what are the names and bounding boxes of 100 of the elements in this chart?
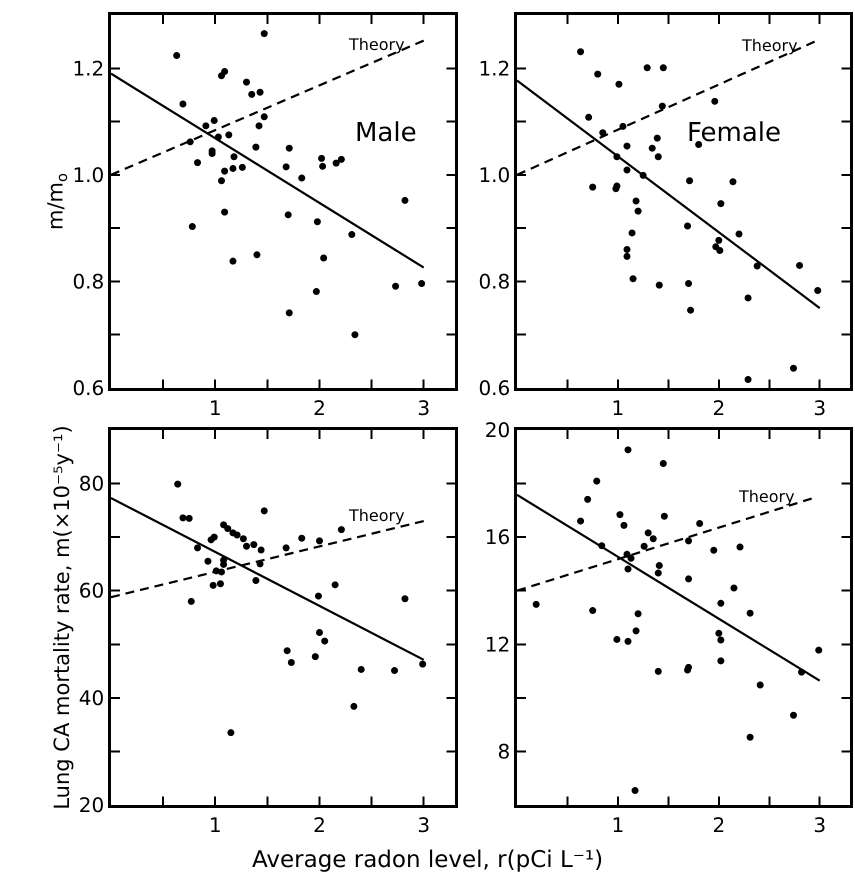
- y-tick-label: 12: [484, 632, 510, 656]
- point: [238, 164, 246, 171]
- point: [746, 610, 754, 617]
- annotation: Female: [687, 118, 782, 148]
- point: [790, 364, 797, 372]
- point: [815, 646, 822, 654]
- point: [248, 90, 256, 98]
- point: [401, 196, 408, 204]
- point: [194, 544, 202, 552]
- point: [252, 144, 260, 151]
- point: [338, 156, 345, 163]
- point: [350, 702, 358, 710]
- annotation: Theory: [348, 506, 405, 525]
- point: [243, 78, 250, 86]
- x-tick-label: 3: [813, 396, 826, 420]
- point: [260, 507, 268, 514]
- point: [660, 512, 668, 520]
- point: [256, 122, 263, 130]
- point: [194, 159, 202, 166]
- point: [620, 522, 628, 529]
- point: [221, 208, 228, 216]
- y-tick-label: 0.6: [478, 376, 510, 400]
- point: [577, 518, 584, 525]
- point: [687, 306, 694, 314]
- point: [656, 562, 663, 570]
- point: [250, 541, 258, 548]
- point: [717, 200, 724, 208]
- x-tick-label: 3: [417, 396, 430, 420]
- point: [316, 537, 323, 544]
- y-tick-label: 0.8: [478, 269, 510, 294]
- x-tick-label: 2: [712, 812, 726, 837]
- point: [736, 230, 742, 238]
- point: [619, 122, 626, 130]
- point: [318, 154, 326, 162]
- point: [286, 144, 293, 152]
- point: [312, 653, 319, 660]
- y-tick-label: 1.0: [72, 162, 104, 187]
- point: [628, 554, 635, 562]
- x-tick-label: 1: [612, 396, 624, 420]
- x-tick-label: 2: [313, 396, 326, 420]
- point: [348, 231, 356, 238]
- point: [288, 659, 295, 666]
- point: [589, 184, 596, 191]
- point: [234, 532, 241, 538]
- point: [730, 584, 738, 592]
- point: [744, 294, 752, 302]
- point: [628, 229, 636, 236]
- point: [685, 280, 692, 288]
- point: [593, 478, 600, 485]
- point: [204, 558, 212, 565]
- x-tick-label: 3: [417, 812, 430, 837]
- point: [616, 511, 624, 518]
- point: [696, 520, 704, 527]
- point: [260, 113, 268, 120]
- point: [210, 582, 217, 589]
- annotation: Theory: [738, 487, 795, 506]
- y-tick-label: 1.2: [478, 56, 510, 80]
- y-tick-label: 16: [484, 525, 510, 550]
- point: [240, 535, 247, 542]
- point: [314, 592, 322, 600]
- point: [654, 153, 662, 160]
- point: [286, 309, 293, 316]
- point: [814, 286, 822, 294]
- y-tick-label: 0.6: [72, 376, 104, 400]
- point: [419, 660, 426, 668]
- point: [746, 734, 754, 741]
- point: [210, 534, 218, 541]
- point: [186, 514, 193, 522]
- point: [210, 117, 218, 124]
- point: [260, 30, 268, 38]
- x-tick-label: 2: [313, 812, 326, 837]
- x-tick-label: 1: [208, 812, 222, 837]
- point: [316, 629, 323, 636]
- point: [173, 52, 180, 59]
- point: [715, 236, 722, 244]
- point: [613, 182, 620, 190]
- point: [684, 666, 692, 674]
- point: [577, 48, 584, 56]
- point: [338, 526, 345, 534]
- point: [188, 223, 196, 230]
- point: [644, 529, 652, 536]
- point: [624, 566, 632, 573]
- annotation: Theory: [348, 35, 405, 54]
- point: [202, 122, 210, 130]
- point: [230, 153, 238, 160]
- point: [314, 218, 321, 226]
- point: [623, 246, 630, 253]
- point: [332, 581, 339, 588]
- point: [717, 600, 724, 607]
- point: [594, 70, 602, 78]
- point: [754, 262, 761, 270]
- point: [174, 480, 182, 488]
- point: [401, 595, 408, 602]
- point: [736, 544, 744, 551]
- annotation: Male: [355, 118, 417, 148]
- point: [218, 177, 225, 184]
- x-tick-label: 1: [208, 396, 222, 420]
- point: [351, 331, 358, 338]
- point: [623, 166, 630, 174]
- point: [624, 638, 632, 645]
